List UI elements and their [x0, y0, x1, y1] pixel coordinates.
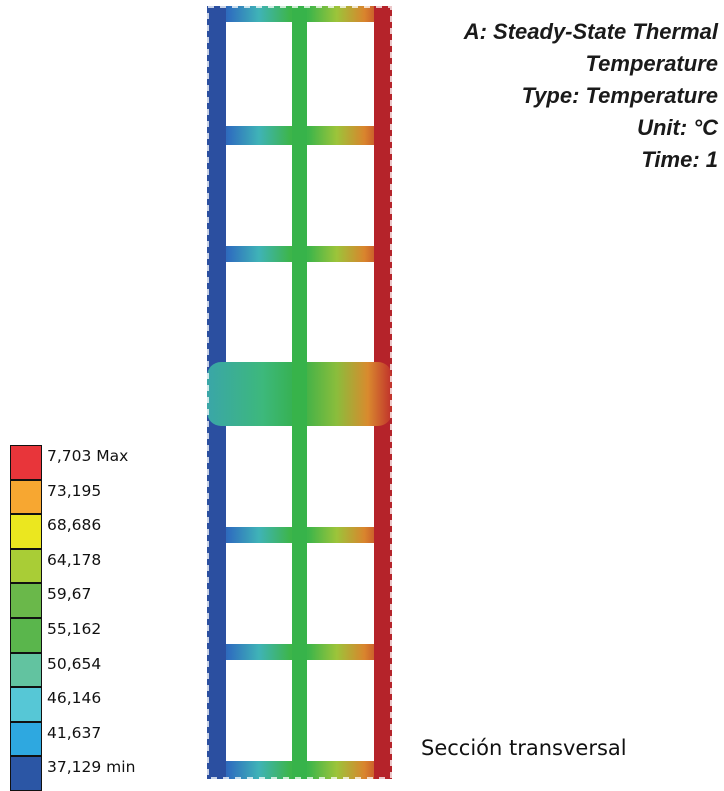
cavity: [307, 543, 374, 644]
title-line-unit: Unit: °C: [637, 115, 718, 140]
legend-swatch: [10, 445, 42, 480]
title-line-result: Temperature: [585, 51, 718, 76]
legend-label: 46,146: [47, 689, 102, 708]
legend-label: 68,686: [47, 516, 102, 535]
legend-swatch: [10, 479, 42, 515]
result-title: A: Steady-State Thermal Temperature Type…: [464, 16, 718, 176]
title-line-time: Time: 1: [641, 147, 718, 172]
cavity: [226, 660, 292, 761]
legend-swatch: [10, 652, 42, 688]
legend-swatch: [10, 548, 42, 584]
section-caption: Sección transversal: [421, 736, 627, 760]
cavity: [226, 22, 292, 126]
cavity: [307, 22, 374, 126]
title-line-type: Type: Temperature: [521, 83, 718, 108]
cavity: [307, 145, 374, 246]
cavity: [307, 262, 374, 362]
cavity: [226, 426, 292, 527]
legend-label: 37,129 min: [47, 758, 136, 777]
cavity: [226, 145, 292, 246]
cavity: [226, 543, 292, 644]
title-line-analysis: A: Steady-State Thermal: [463, 19, 718, 44]
cavity: [307, 660, 374, 761]
legend-label: 7,703 Max: [47, 447, 129, 465]
legend-label: 41,637: [47, 723, 102, 742]
central-web: [292, 6, 307, 779]
legend-swatch: [10, 687, 42, 722]
cavity: [307, 426, 374, 527]
cavity: [226, 262, 292, 362]
legend-swatch: [10, 617, 42, 653]
legend-swatch: [10, 514, 42, 549]
legend-swatch: [10, 721, 42, 757]
legend-label: 64,178: [47, 550, 102, 569]
legend-swatch: [10, 583, 42, 618]
cavities: [226, 22, 374, 761]
section-outline: [207, 6, 392, 779]
legend-label: 50,654: [47, 654, 102, 673]
legend-label: 73,195: [47, 481, 102, 500]
legend-label: 55,162: [47, 619, 102, 638]
legend-label: 59,67: [47, 585, 92, 604]
